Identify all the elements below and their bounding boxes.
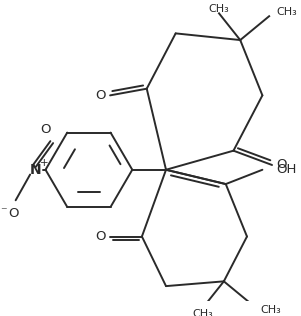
Text: CH₃: CH₃	[209, 4, 229, 14]
Text: O: O	[276, 159, 287, 172]
Text: O: O	[8, 207, 19, 220]
Text: ⁻: ⁻	[0, 205, 6, 218]
Text: +: +	[40, 158, 49, 168]
Text: O: O	[95, 89, 106, 102]
Text: OH: OH	[276, 163, 296, 176]
Text: O: O	[40, 123, 51, 136]
Text: CH₃: CH₃	[277, 7, 298, 17]
Text: N: N	[30, 163, 42, 177]
Text: O: O	[95, 230, 106, 243]
Text: CH₃: CH₃	[192, 309, 213, 316]
Text: CH₃: CH₃	[260, 305, 281, 315]
